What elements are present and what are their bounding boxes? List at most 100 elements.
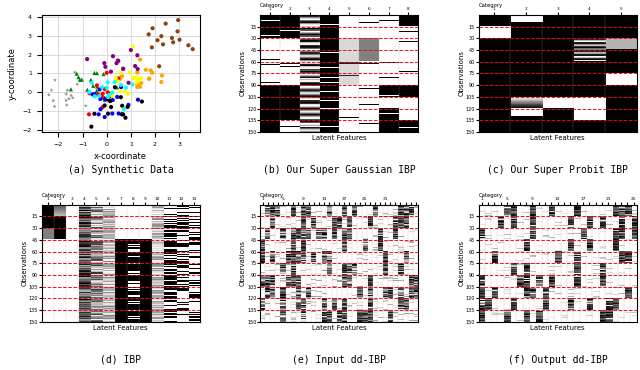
Y-axis label: Observations: Observations [458, 240, 464, 286]
Point [141, 67, 151, 73]
Text: (a) Synthetic Data: (a) Synthetic Data [68, 165, 173, 175]
Point [116, 82, 126, 88]
Point [133, 76, 143, 82]
Point [77, 77, 87, 83]
Point [123, 91, 133, 97]
Point [99, 95, 109, 101]
Point [95, 106, 106, 112]
Point [127, 81, 138, 87]
Point [117, 73, 127, 79]
Point [104, 92, 114, 98]
Point [64, 96, 74, 102]
Point [102, 80, 113, 85]
Point [105, 92, 115, 98]
Point [106, 69, 116, 75]
Point [137, 98, 147, 104]
Point [124, 102, 134, 108]
Point [90, 111, 100, 117]
Point [106, 104, 116, 110]
Point [107, 90, 117, 95]
X-axis label: Latent Features: Latent Features [312, 135, 367, 141]
Point [173, 17, 183, 23]
Y-axis label: Observations: Observations [240, 240, 246, 286]
Point [112, 84, 122, 90]
Point [113, 58, 124, 64]
Point [100, 86, 110, 92]
Point [132, 81, 143, 87]
Point [132, 84, 142, 90]
Point [147, 70, 157, 76]
Point [70, 69, 80, 75]
Point [49, 104, 60, 110]
Point [105, 98, 115, 104]
Point [86, 124, 97, 130]
Point [81, 103, 91, 109]
Point [103, 111, 113, 117]
Point [135, 84, 145, 90]
Text: Category: Category [42, 193, 66, 198]
Point [95, 96, 106, 102]
Point [97, 94, 107, 100]
Point [124, 80, 134, 86]
Point [82, 87, 92, 92]
Point [105, 94, 115, 100]
Point [108, 111, 118, 117]
Point [66, 92, 76, 98]
Point [103, 94, 113, 100]
Point [97, 104, 108, 110]
Point [108, 97, 118, 103]
Point [99, 102, 109, 108]
Point [88, 91, 98, 97]
Point [110, 84, 120, 90]
Point [100, 64, 111, 70]
Text: (f) Output dd-IBP: (f) Output dd-IBP [508, 355, 607, 365]
Point [152, 37, 163, 43]
Point [84, 89, 95, 95]
Point [86, 80, 97, 86]
Point [134, 77, 145, 83]
Point [61, 97, 71, 103]
Point [108, 93, 118, 99]
Point [128, 75, 138, 81]
Point [88, 83, 99, 89]
Point [72, 81, 83, 87]
Point [146, 67, 156, 73]
Point [119, 106, 129, 112]
Point [72, 71, 82, 77]
Text: (c) Our Super Probit IBP: (c) Our Super Probit IBP [487, 165, 628, 175]
Point [147, 25, 157, 31]
Point [68, 95, 78, 101]
Point [136, 75, 147, 81]
Point [120, 89, 131, 95]
Point [128, 44, 138, 50]
Point [157, 73, 167, 78]
Point [66, 86, 76, 92]
Point [102, 85, 112, 91]
Point [99, 97, 109, 102]
Point [109, 79, 120, 85]
Point [92, 83, 102, 88]
X-axis label: Latent Features: Latent Features [531, 325, 585, 331]
Point [118, 111, 128, 117]
Point [93, 111, 104, 117]
Point [144, 76, 154, 82]
Text: (d) IBP: (d) IBP [100, 355, 141, 365]
Point [99, 60, 109, 66]
Point [117, 103, 127, 109]
Point [125, 70, 135, 75]
Point [113, 78, 123, 84]
Point [74, 74, 84, 80]
Point [102, 70, 112, 76]
Point [120, 115, 131, 121]
Point [97, 91, 108, 97]
Point [116, 111, 127, 117]
Point [188, 46, 198, 52]
Point [183, 42, 193, 48]
X-axis label: Latent Features: Latent Features [312, 325, 367, 331]
Point [168, 39, 179, 45]
Point [161, 21, 171, 27]
Point [61, 91, 71, 97]
Text: (b) Our Super Gaussian IBP: (b) Our Super Gaussian IBP [263, 165, 415, 175]
Point [115, 88, 125, 94]
Point [75, 77, 85, 83]
